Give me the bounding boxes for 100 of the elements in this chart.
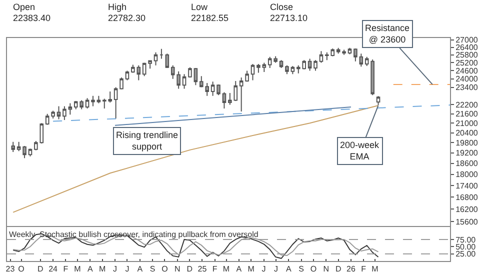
text: Open xyxy=(13,2,36,12)
y-tick-label: 17400 xyxy=(456,181,478,190)
candlestick xyxy=(285,64,289,75)
x-tick-label: J xyxy=(113,264,117,274)
y-tick-label: 75.00 xyxy=(456,235,476,244)
x-tick-label: J xyxy=(262,264,266,274)
x-tick-label: 26 xyxy=(346,264,356,274)
candlestick xyxy=(160,48,164,60)
candlestick xyxy=(342,49,346,56)
x-tick-label: F xyxy=(361,264,366,274)
text: 22182.55 xyxy=(191,13,229,23)
y-tick-label: 16800 xyxy=(456,192,478,202)
y-tick-label: 23400 xyxy=(456,83,478,92)
y-tick-label: 25.00 xyxy=(456,250,476,259)
y-tick-label: 21000 xyxy=(456,118,478,128)
candlestick xyxy=(245,70,249,82)
candlestick xyxy=(96,95,101,104)
candlestick xyxy=(279,60,284,69)
x-tick-label: M xyxy=(372,264,379,274)
candlestick xyxy=(359,53,364,68)
candlestick xyxy=(314,60,318,72)
candlestick xyxy=(256,64,260,74)
candlestick xyxy=(210,81,215,96)
annotation: Rising trendline support xyxy=(116,130,178,152)
candlestick xyxy=(68,102,72,116)
x-tick-label: M xyxy=(222,264,230,274)
x-tick-label: S xyxy=(150,264,156,274)
x-tick-label: O xyxy=(310,264,317,274)
x-tick-label: M xyxy=(74,264,82,274)
candlestick xyxy=(348,47,352,55)
x-tick-label: D xyxy=(38,264,44,274)
annotation: Resistance @ 23600 xyxy=(365,23,410,45)
x-tick-label: A xyxy=(137,264,144,274)
text: Low xyxy=(191,2,208,12)
y-tick-label: 26400 xyxy=(456,43,478,52)
text: 22383.40 xyxy=(13,13,51,23)
candlestick xyxy=(182,74,186,90)
candlestick xyxy=(262,62,266,73)
candlestick xyxy=(239,77,244,112)
x-tick-label: F xyxy=(212,264,218,274)
y-tick-label: 22200 xyxy=(456,100,478,110)
y-tick-label: 25800 xyxy=(456,50,478,60)
text: 22782.30 xyxy=(108,13,146,23)
x-tick-label: S xyxy=(298,264,304,274)
x-tick-label: N xyxy=(174,264,180,274)
candlestick xyxy=(250,64,255,81)
x-tick-label: D xyxy=(335,264,342,274)
line-series xyxy=(12,104,379,213)
x-tick-label: 24 xyxy=(48,264,58,274)
y-tick-label: 20400 xyxy=(456,128,478,138)
candlestick xyxy=(319,50,324,64)
y-tick-label: 18600 xyxy=(456,159,478,168)
x-tick-label: O xyxy=(162,264,168,274)
y-tick-label: 24000 xyxy=(456,74,478,84)
candlestick xyxy=(114,86,118,119)
annotation: 200-week EMA xyxy=(340,140,380,162)
candlestick xyxy=(194,68,198,86)
candlestick xyxy=(62,106,66,121)
text: Close xyxy=(270,2,294,12)
y-tick-label: 21600 xyxy=(456,110,478,119)
x-tick-label: A xyxy=(286,264,292,274)
y-tick-label: 50.00 xyxy=(456,242,476,252)
text: 22713.10 xyxy=(270,13,308,23)
y-tick-label: 27000 xyxy=(456,36,478,45)
candlestick xyxy=(45,113,50,126)
candlestick xyxy=(290,66,295,75)
y-tick-label: 18000 xyxy=(456,170,478,180)
x-tick-label: M xyxy=(99,264,106,274)
x-tick-label: F xyxy=(63,264,68,274)
x-tick-label: D xyxy=(186,264,193,274)
candlestick xyxy=(120,77,124,90)
x-tick-label: J xyxy=(274,264,278,274)
y-tick-label: 19800 xyxy=(456,138,478,148)
candlestick xyxy=(85,98,90,109)
candlestick xyxy=(51,110,55,119)
x-tick-label: N xyxy=(323,264,330,274)
candlestick xyxy=(56,106,61,120)
candlestick xyxy=(376,96,380,106)
candlestick xyxy=(16,141,21,152)
chart-title: Weekly Stochastic bullish crossover, indicating pullback from oversold xyxy=(9,230,258,239)
text: High xyxy=(108,2,127,12)
x-tick-label: J xyxy=(125,264,130,274)
y-tick-label: 24600 xyxy=(456,66,478,76)
candlestick xyxy=(188,66,192,78)
candlestick xyxy=(154,52,158,66)
x-tick-label: 25 xyxy=(198,264,208,274)
candlestick xyxy=(216,84,220,96)
candlestick xyxy=(165,53,170,69)
candlestick xyxy=(125,70,130,81)
y-tick-label: 15600 xyxy=(456,218,478,227)
x-tick-label: O xyxy=(18,264,24,274)
candlestick xyxy=(91,95,95,107)
x-tick-label: A xyxy=(236,264,242,274)
x-tick-label: M xyxy=(248,264,255,274)
y-tick-label: 19200 xyxy=(456,148,478,158)
candlestick xyxy=(28,148,32,157)
candlestick xyxy=(11,141,16,153)
y-tick-label: 25200 xyxy=(456,58,478,68)
candlestick xyxy=(22,146,26,159)
candlestick xyxy=(142,62,146,77)
